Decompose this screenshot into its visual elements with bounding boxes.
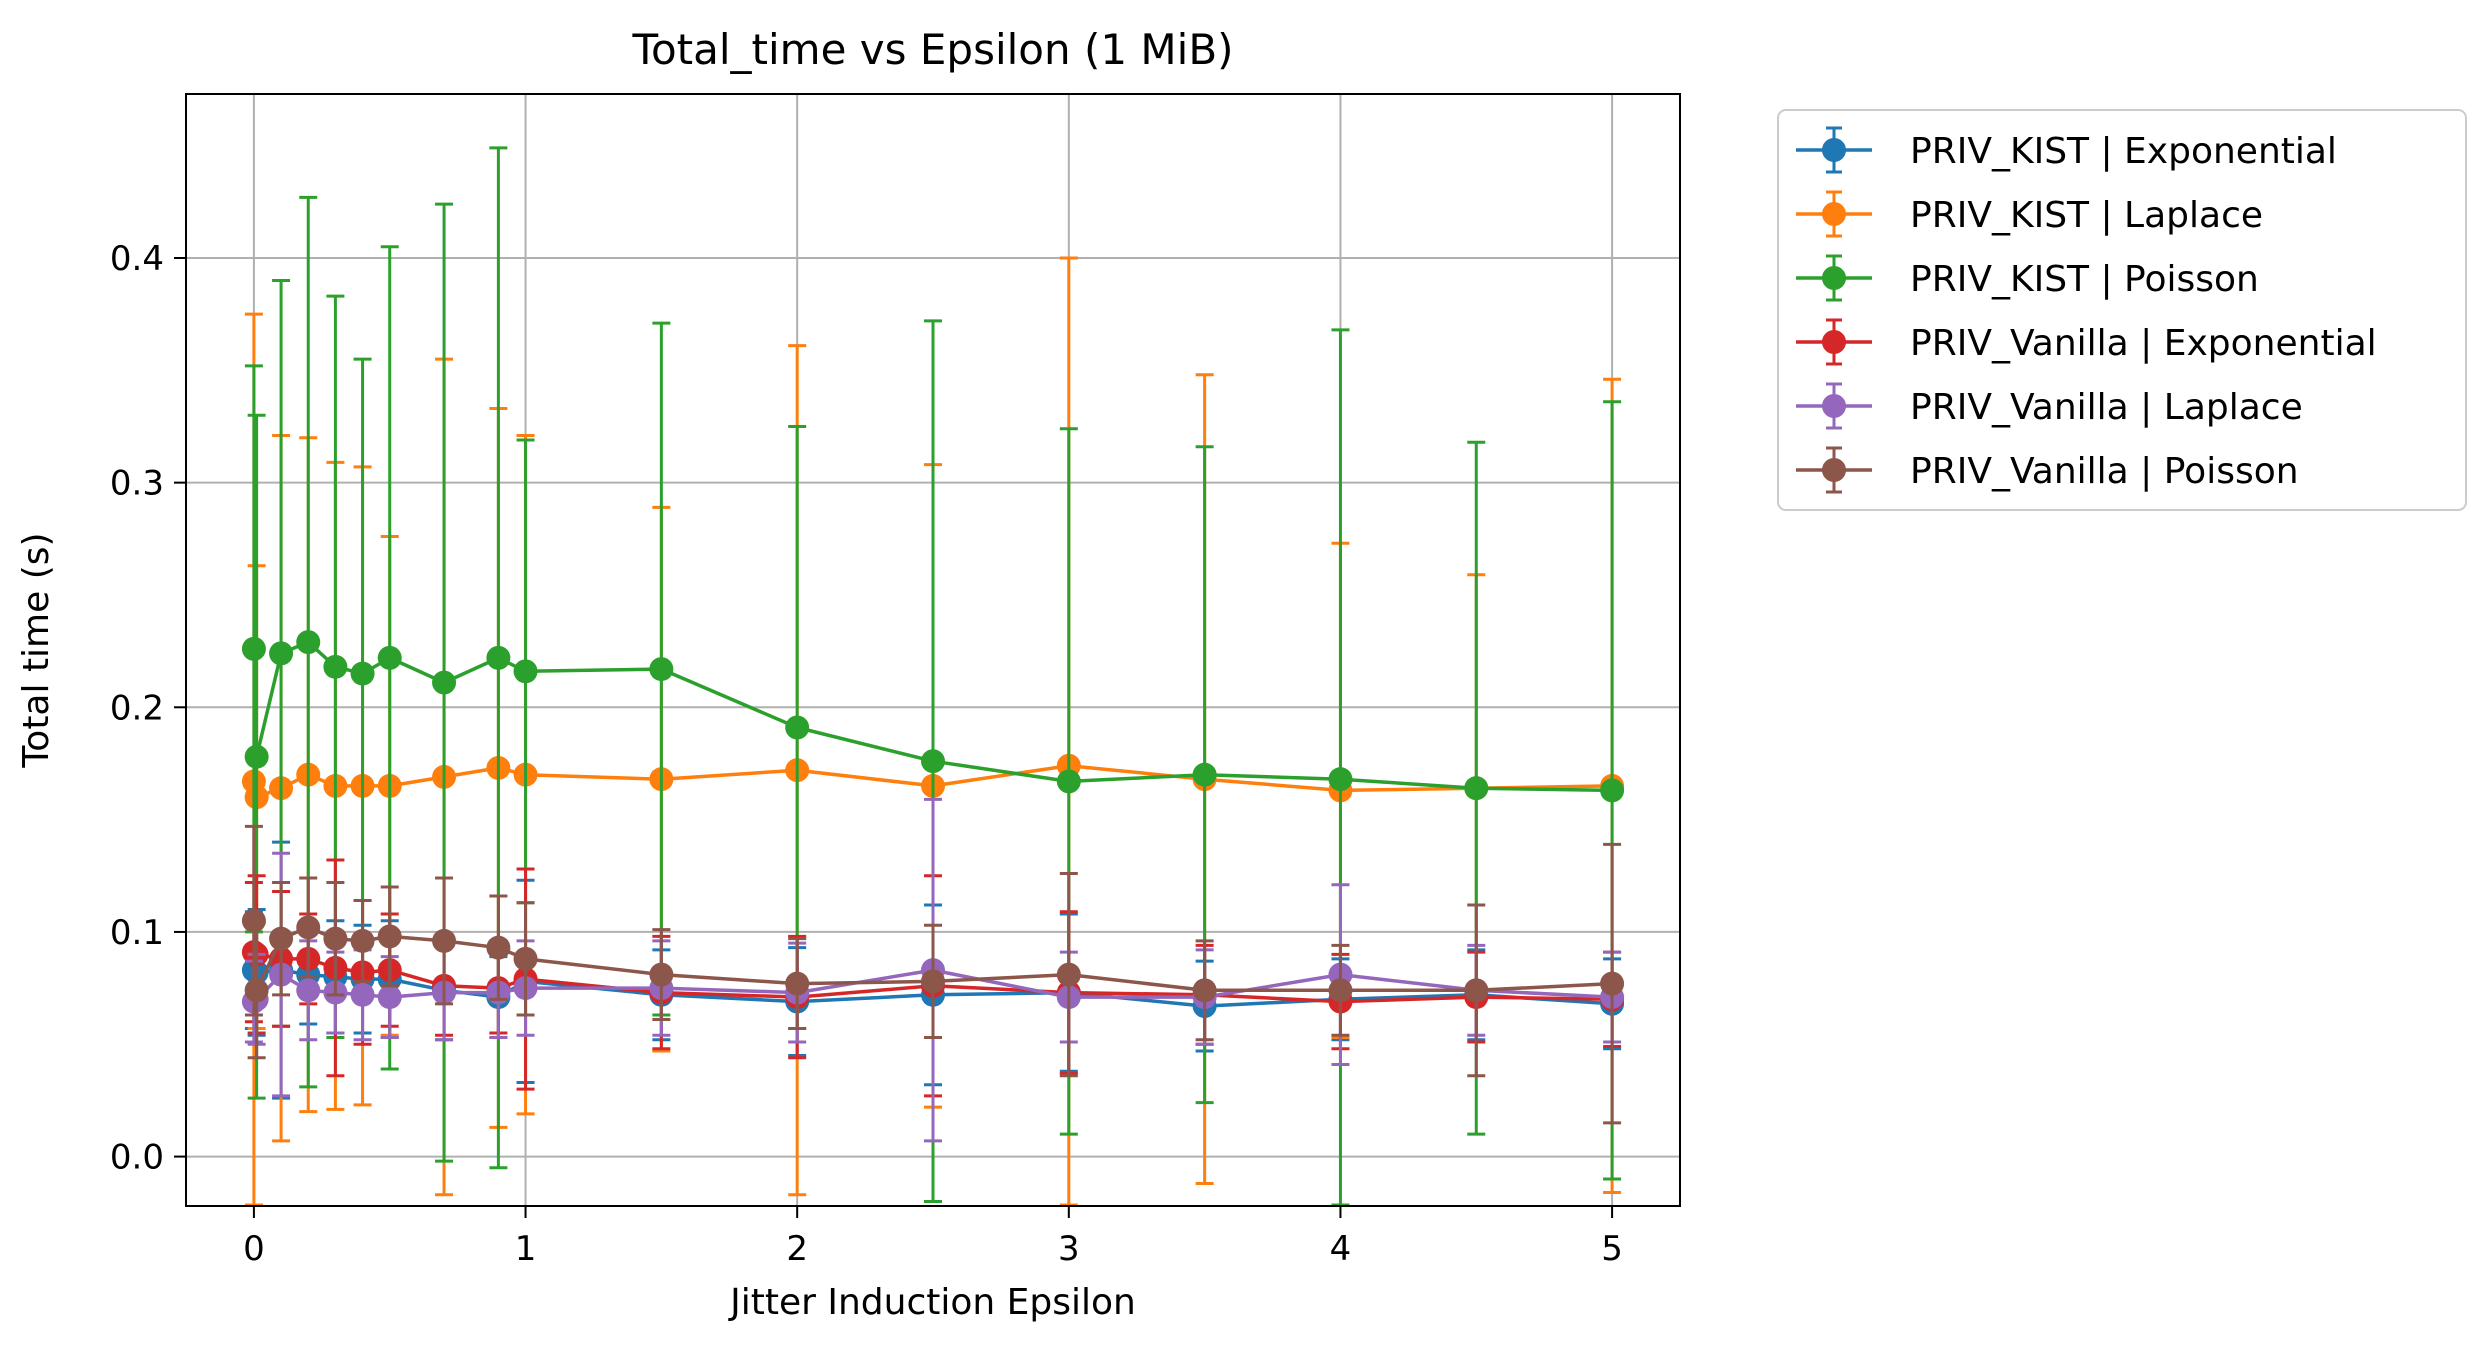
legend-label: PRIV_KIST | Laplace [1910,195,2263,236]
y-tick-label: 0.3 [110,464,164,504]
tick-layer: 0 1 2 3 4 5 0.0 0.1 0.2 0.3 0.4 [110,239,1623,1269]
data-point [241,908,266,933]
data-point [244,978,269,1003]
data-point [1192,978,1217,1003]
data-point [1600,778,1625,803]
data-point [513,659,538,684]
legend-label: PRIV_KIST | Poisson [1910,259,2259,300]
legend-marker [1822,330,1846,354]
data-point [296,915,321,940]
data-point [296,630,321,655]
data-point [1056,769,1081,794]
legend-label: PRIV_Vanilla | Exponential [1910,323,2377,364]
x-tick-label: 0 [243,1229,265,1269]
x-tick-label: 5 [1601,1229,1623,1269]
data-point [1600,971,1625,996]
plot-frame [185,93,1681,1207]
data-point [649,962,674,987]
legend-frame [1777,109,2467,511]
legend-marker [1822,202,1846,226]
y-axis-label: Total time (s) [16,532,57,768]
data-point [785,971,810,996]
data-point [244,744,269,769]
data-point [785,715,810,740]
data-point [1464,978,1489,1003]
data-point [269,926,294,951]
data-point [296,978,321,1003]
data-point [486,645,511,670]
data-point [1328,767,1353,792]
y-tick-label: 0.2 [110,688,164,728]
x-tick-label: 4 [1330,1229,1352,1269]
data-point [432,928,457,953]
data-point [350,928,375,953]
x-tick-label: 3 [1058,1229,1080,1269]
data-point [377,645,402,670]
legend-label: PRIV_Vanilla | Laplace [1910,387,2303,428]
data-point [377,985,402,1010]
data-point [1192,762,1217,787]
legend-marker [1822,138,1846,162]
data-point [513,946,538,971]
legend: PRIV_KIST | Exponential PRIV_KIST | Lapla… [1777,109,2467,511]
data-point [323,926,348,951]
x-tick-label: 1 [515,1229,537,1269]
data-point [432,670,457,695]
data-point [921,969,945,994]
data-point [350,982,375,1007]
data-point [241,636,266,661]
data-point [1056,962,1081,987]
legend-marker [1822,394,1846,418]
legend-label: PRIV_KIST | Exponential [1910,131,2337,172]
chart-title: Total_time vs Epsilon (1 MiB) [631,25,1233,74]
data-point [1328,978,1353,1003]
series-layer [241,146,1625,1207]
data-point [649,657,674,682]
x-axis-label: Jitter Induction Epsilon [728,1282,1136,1323]
data-point [350,661,375,686]
data-point [1464,776,1489,801]
data-point [269,641,294,666]
x-tick-label: 2 [786,1229,808,1269]
data-point [323,654,348,679]
data-point [486,935,511,960]
legend-marker [1822,458,1846,482]
series-group [241,824,1625,1125]
legend-label: PRIV_Vanilla | Poisson [1910,451,2299,492]
y-tick-label: 0.1 [110,913,164,953]
data-point [377,924,402,949]
y-tick-label: 0.0 [110,1138,164,1178]
data-point [921,749,945,774]
legend-marker [1822,266,1846,290]
y-tick-label: 0.4 [110,239,164,279]
